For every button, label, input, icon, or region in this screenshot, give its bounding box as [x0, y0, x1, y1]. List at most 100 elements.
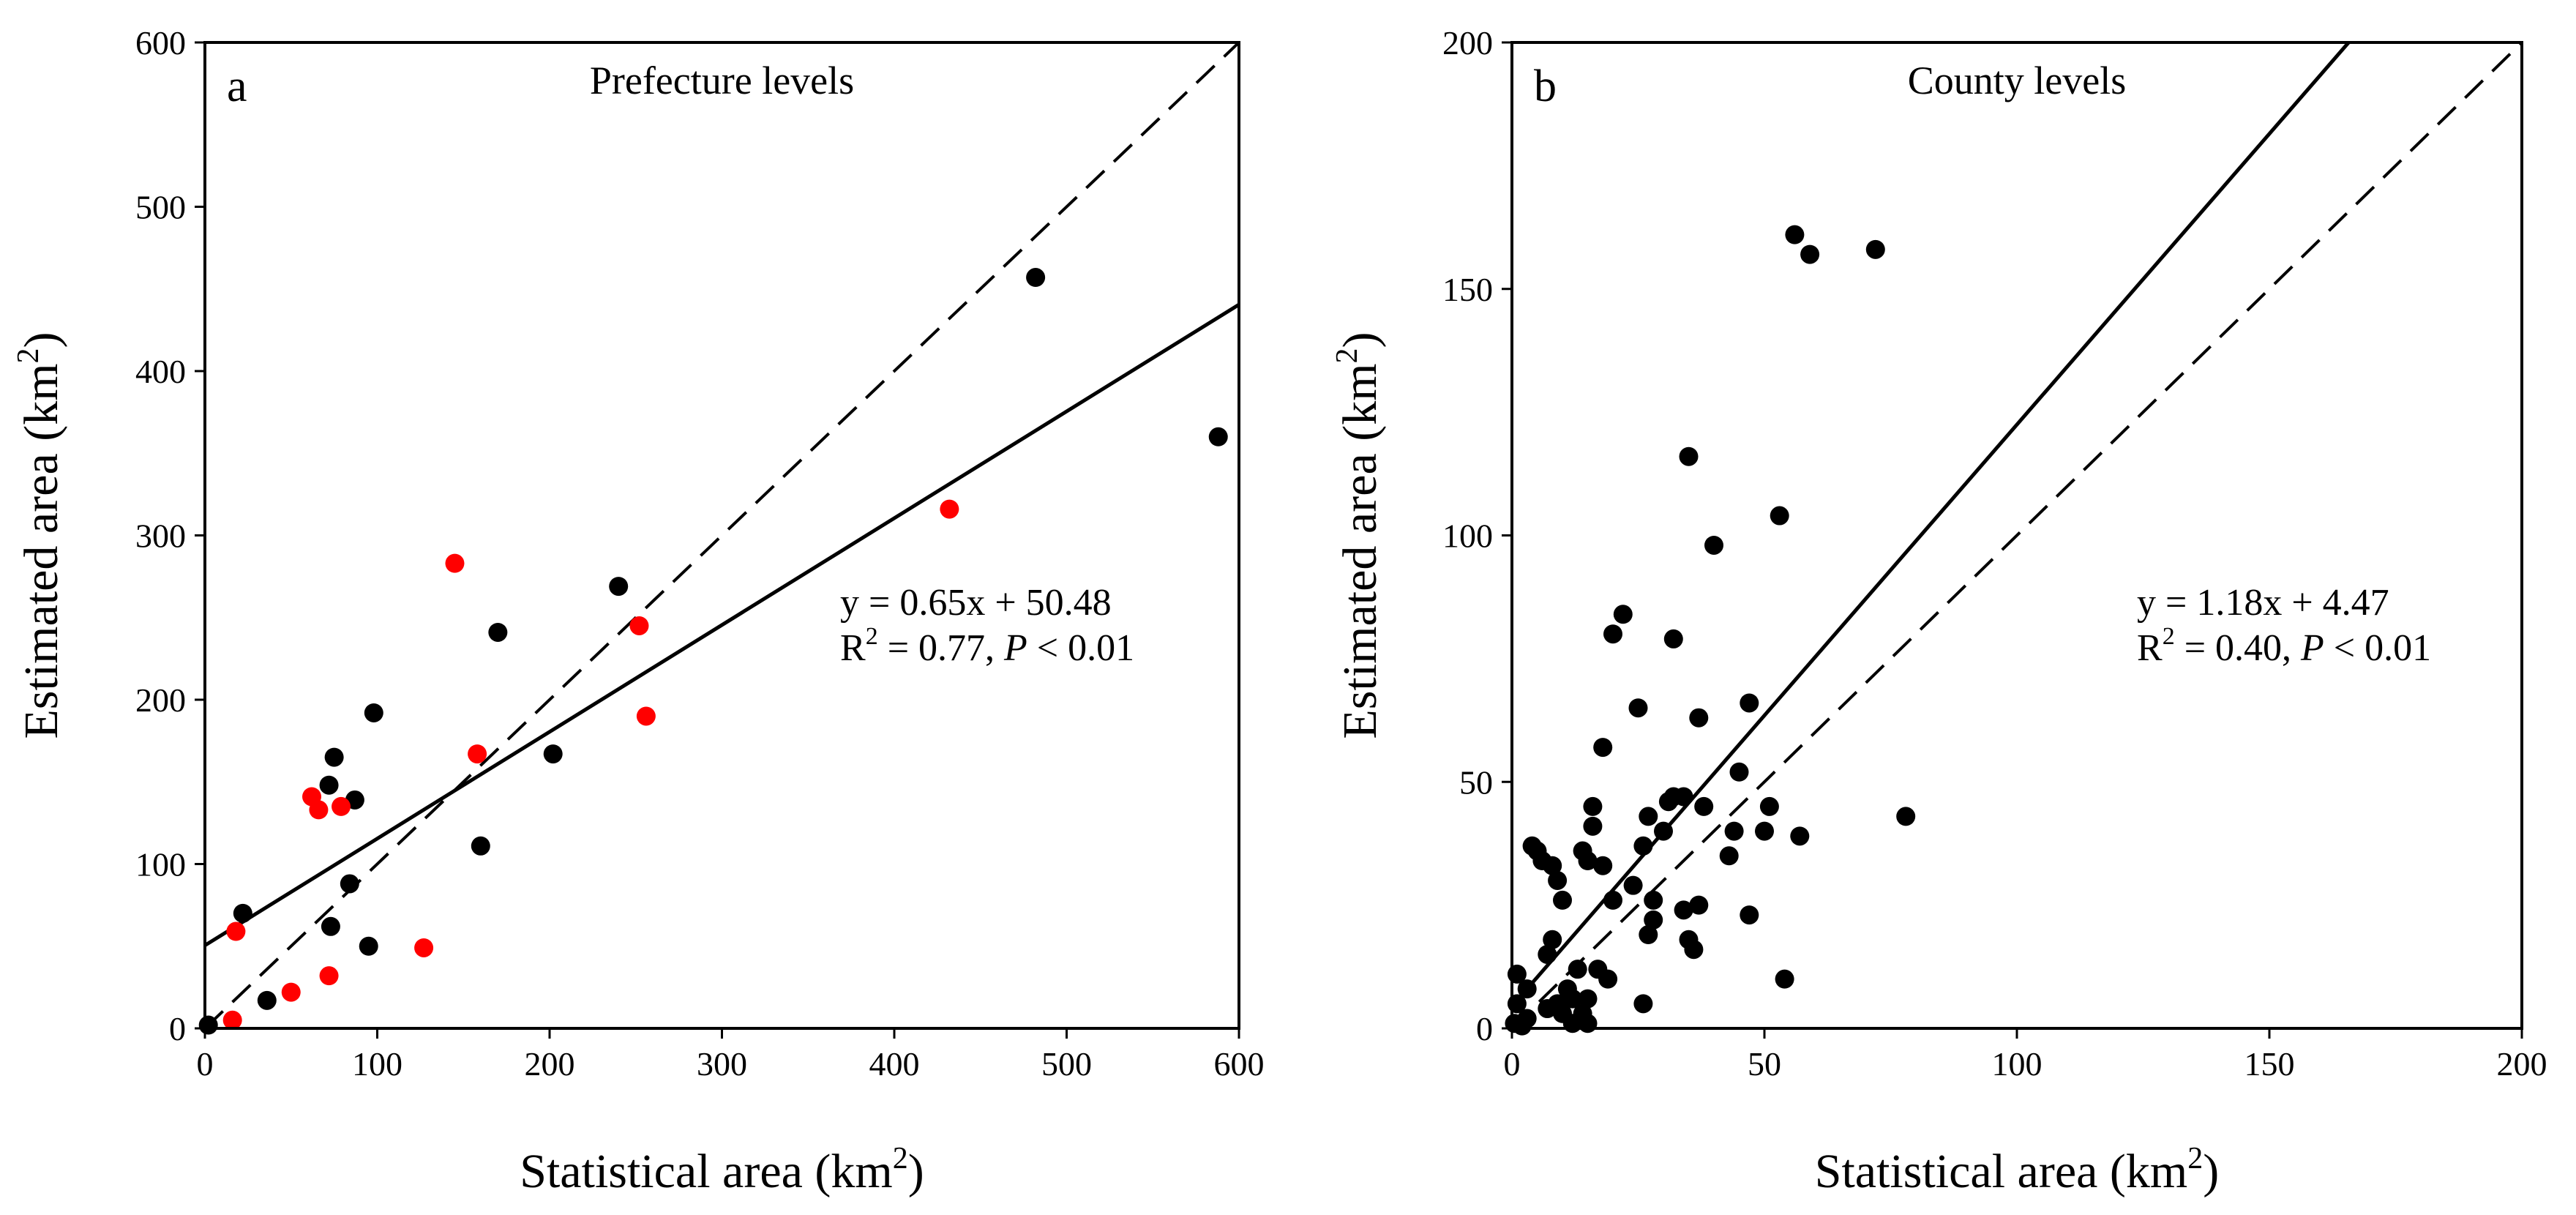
panel-b-data-point	[1623, 875, 1643, 895]
panel-b-label: b	[1534, 61, 1557, 111]
panel-b-data-point	[1644, 910, 1663, 930]
panel-b-x-axis-title-close: )	[2203, 1145, 2219, 1198]
panel-b-x-tick-label: 200	[2497, 1045, 2547, 1083]
panel-b-data-point	[1896, 807, 1916, 826]
panel-a-x-axis-title-close: )	[908, 1145, 924, 1198]
panel-b-y-tick-label: 200	[1442, 24, 1493, 61]
panel-a-data-point	[198, 1015, 218, 1035]
panel-b-y-axis-title-sup: 2	[1330, 348, 1364, 363]
panel-a-plot-frame	[203, 41, 1240, 1030]
panel-a-data-point	[543, 744, 563, 764]
panel-a-data-point	[340, 874, 359, 894]
panel-b-marks: 0 50 100 150 200 0 50 100 150 200	[1442, 24, 2547, 1083]
panel-a-data-point	[609, 577, 629, 597]
panel-a-data-point	[364, 703, 383, 722]
panel-b-data-point	[1740, 693, 1759, 713]
panel-b-data-point	[1593, 856, 1613, 875]
panel-b-equation: y = 1.18x + 4.47	[2137, 582, 2389, 624]
panel-b-x-axis-title-sup: 2	[2187, 1142, 2203, 1175]
panel-b-x-tick-label: 100	[1992, 1045, 2043, 1083]
panel-a-data-point	[319, 775, 339, 795]
panel-a-data-point	[319, 966, 339, 986]
panel-b-r2-value: = 0.40,	[2175, 627, 2301, 669]
panel-b: 0 50 100 150 200 0 50 100 150 200 b County levels…	[1330, 24, 2547, 1198]
panel-b-data-point	[1639, 807, 1658, 826]
panel-a-data-point	[324, 747, 344, 767]
panel-b-data-point	[1790, 826, 1810, 846]
panel-a-fit-line	[205, 302, 1239, 947]
panel-b-y-axis-title-text: Estimated area (km	[1333, 363, 1387, 739]
panel-b-reference-line	[1512, 42, 2522, 1028]
panel-b-data-point	[1674, 787, 1693, 807]
panel-b-data-point	[1785, 225, 1805, 244]
panel-a-y-tick-label: 400	[135, 353, 186, 390]
panel-b-plot-frame	[1510, 41, 2523, 1030]
panel-b-data-point	[1800, 244, 1820, 264]
panel-b-fit-line	[1512, 42, 2351, 1008]
panel-b-y-tick-label: 150	[1442, 271, 1493, 308]
panel-a-x-tick-label: 300	[697, 1045, 747, 1083]
panel-b-data-point	[1679, 446, 1699, 466]
panel-a-y-tick-label: 600	[135, 24, 186, 61]
panel-b-data-point	[1538, 944, 1557, 964]
panel-b-x-axis-title: Statistical area (km2)	[1815, 1142, 2219, 1198]
panel-a-x-tick-label: 200	[525, 1045, 575, 1083]
panel-b-data-point	[1598, 969, 1618, 989]
panel-a-data-point	[332, 796, 351, 816]
panel-a-marks: 0 100 200 300 400 500 600 0 100 200 300 400 500 600	[135, 24, 1265, 1083]
panel-a-r2-prefix: R	[840, 627, 866, 669]
panel-b-data-point	[1603, 890, 1622, 910]
panel-a-data-point	[940, 499, 959, 519]
panel-a-data-point	[226, 921, 246, 941]
panel-b-data-point	[1583, 816, 1603, 836]
panel-a-data-point	[414, 938, 434, 957]
panel-b-data-point	[1548, 870, 1568, 890]
panel-a-data-point	[321, 916, 340, 936]
panel-a-data-point	[257, 990, 277, 1010]
panel-a-x-tick-label: 500	[1041, 1045, 1092, 1083]
panel-b-x-tick-label: 50	[1748, 1045, 1781, 1083]
panel-a-data-point	[468, 744, 487, 764]
panel-b-data-point	[1568, 960, 1587, 979]
panel-b-data-point	[1543, 930, 1562, 949]
panel-a-data-point	[281, 982, 301, 1002]
panel-a-y-axis-title: Estimated area (km2)	[12, 332, 68, 739]
panel-a-x-tick-label: 100	[352, 1045, 402, 1083]
panel-a-y-tick-label: 0	[169, 1010, 186, 1047]
panel-b-data-point	[1865, 239, 1885, 259]
panel-a-x-tick-label: 600	[1214, 1045, 1265, 1083]
panel-a-data-point	[222, 1010, 242, 1030]
panel-b-data-point	[1543, 856, 1562, 875]
panel-a-y-tick-label: 200	[135, 681, 186, 719]
panel-a-data-point	[629, 616, 649, 635]
panel-a-data-point	[1208, 427, 1228, 446]
panel-a-data-point	[1026, 268, 1046, 288]
panel-b-title: County levels	[1908, 59, 2126, 102]
panel-b-data-point	[1517, 1009, 1537, 1028]
panel-b-data-point	[1689, 895, 1709, 915]
panel-b-data-point	[1517, 979, 1537, 999]
panel-b-r2-superscript: 2	[2163, 623, 2175, 650]
panel-b-data-point	[1578, 1014, 1598, 1033]
panel-b-y-tick-label: 0	[1476, 1010, 1493, 1047]
panel-a-x-axis-title-sup: 2	[893, 1142, 908, 1175]
panel-a-data-point	[445, 553, 465, 573]
panel-a-y-tick-label: 300	[135, 517, 186, 555]
panel-b-data-point	[1603, 624, 1622, 644]
panel-b-data-point	[1704, 535, 1723, 555]
panel-a-p-symbol: P	[1003, 627, 1027, 669]
panel-a-data-point	[233, 903, 252, 923]
panel-a-p-value: < 0.01	[1027, 627, 1134, 669]
panel-a-x-axis-title-text: Statistical area (km	[520, 1145, 892, 1198]
panel-b-data-point	[1724, 821, 1744, 841]
panel-a-data-point	[488, 622, 508, 642]
panel-a: 0 100 200 300 400 500 600 0 100 200 300 400 500 600 a…	[12, 24, 1265, 1198]
panel-a-y-tick-label: 100	[135, 846, 186, 883]
panel-b-data-point	[1639, 925, 1658, 945]
panel-b-data-point	[1719, 846, 1739, 866]
panel-b-r2: R2 = 0.40, P < 0.01	[2137, 623, 2431, 669]
panel-b-data-point	[1562, 989, 1582, 1009]
panel-b-y-axis-title-close: )	[1333, 332, 1387, 348]
panel-b-data-point	[1654, 821, 1673, 841]
